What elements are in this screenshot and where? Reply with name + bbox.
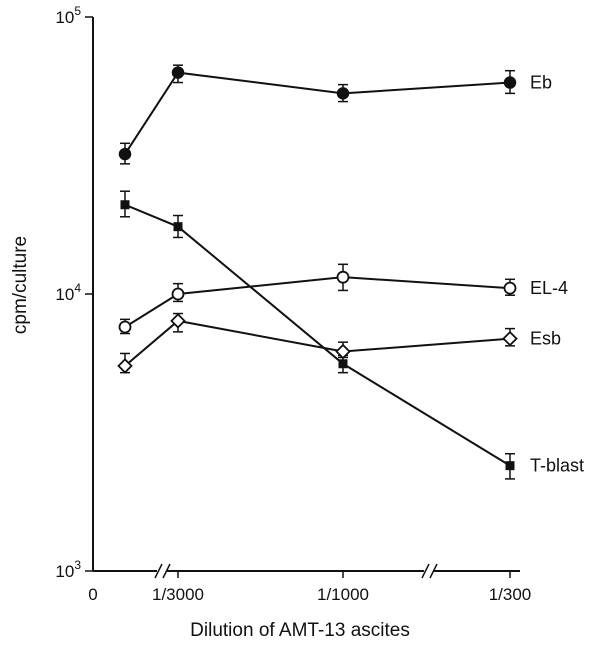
x-tick-label: 0	[88, 585, 97, 604]
data-point	[173, 222, 183, 232]
axes: 103 104 105 0 1/3000 1/1000 1/300	[55, 4, 531, 604]
axis-break-mark	[421, 563, 430, 579]
data-point	[502, 330, 518, 347]
series-el-4: EL-4	[118, 263, 568, 335]
y-tick-label: 105	[55, 4, 81, 27]
x-tick-label: 1/300	[489, 585, 532, 604]
data-point	[505, 461, 515, 471]
series-eb: Eb	[118, 64, 552, 165]
data-point	[338, 359, 348, 369]
data-point	[335, 343, 351, 360]
series-group: Eb T-blast EL-4 Esb	[117, 64, 584, 480]
series-label: Esb	[530, 329, 561, 349]
y-tick-label: 104	[55, 281, 81, 304]
x-tick-label: 1/1000	[317, 585, 369, 604]
series-line	[124, 203, 511, 467]
data-point	[171, 66, 185, 79]
series-line	[124, 319, 511, 367]
data-point	[503, 281, 517, 295]
x-axis-label: Dilution of AMT-13 ascites	[190, 620, 410, 641]
series-label: T-blast	[530, 456, 584, 476]
data-point	[336, 270, 350, 284]
y-axis-label: cpm/culture	[10, 236, 31, 334]
data-point	[170, 313, 186, 329]
data-point	[118, 147, 132, 161]
axis-break-mark	[162, 563, 171, 579]
series-line	[124, 276, 511, 328]
series-label: Eb	[530, 73, 552, 93]
series-label: EL-4	[530, 278, 568, 298]
y-tick-label: 103	[55, 558, 81, 581]
axis-break-mark	[154, 563, 163, 579]
data-point	[120, 200, 130, 210]
data-point	[117, 358, 133, 374]
series-t-blast: T-blast	[120, 190, 584, 480]
data-point	[336, 87, 350, 100]
data-point	[118, 320, 132, 334]
axis-break-mark	[429, 563, 438, 579]
data-point	[503, 76, 517, 89]
x-tick-label: 1/3000	[152, 585, 204, 604]
series-esb: Esb	[117, 312, 561, 374]
data-point	[171, 287, 185, 301]
series-line	[124, 71, 511, 155]
